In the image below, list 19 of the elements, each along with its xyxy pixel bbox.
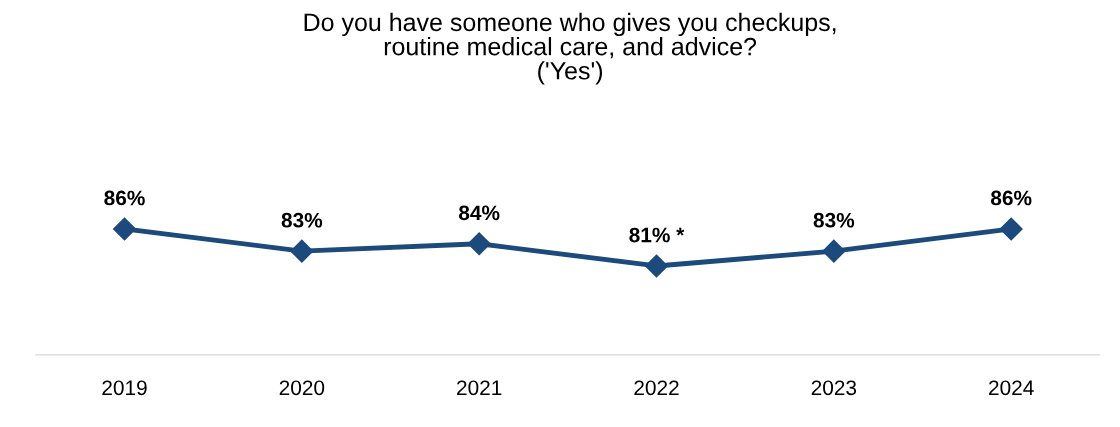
data-label: 86% (104, 190, 145, 206)
point (645, 254, 669, 278)
x-tick-label: 2022 (634, 380, 679, 396)
data-label: 83% (813, 212, 855, 228)
point (113, 217, 137, 241)
data-label: 84% (458, 205, 500, 221)
point (290, 239, 314, 263)
data-label: 81% * (629, 227, 685, 243)
x-tick-label: 2021 (457, 380, 502, 396)
x-tick-label: 2020 (279, 380, 325, 396)
chart-title: Do you have someone who gives you checkups, routine medical care, and advice? ('Yes') (304, 12, 836, 85)
point (999, 217, 1023, 241)
data-label: 83% (281, 212, 323, 228)
x-tick-label: 2019 (102, 380, 147, 396)
x-tick-label: 2024 (989, 380, 1034, 396)
point (822, 239, 846, 263)
data-label: 86% (990, 190, 1032, 206)
point (467, 232, 491, 256)
x-tick-label: 2023 (811, 380, 857, 396)
